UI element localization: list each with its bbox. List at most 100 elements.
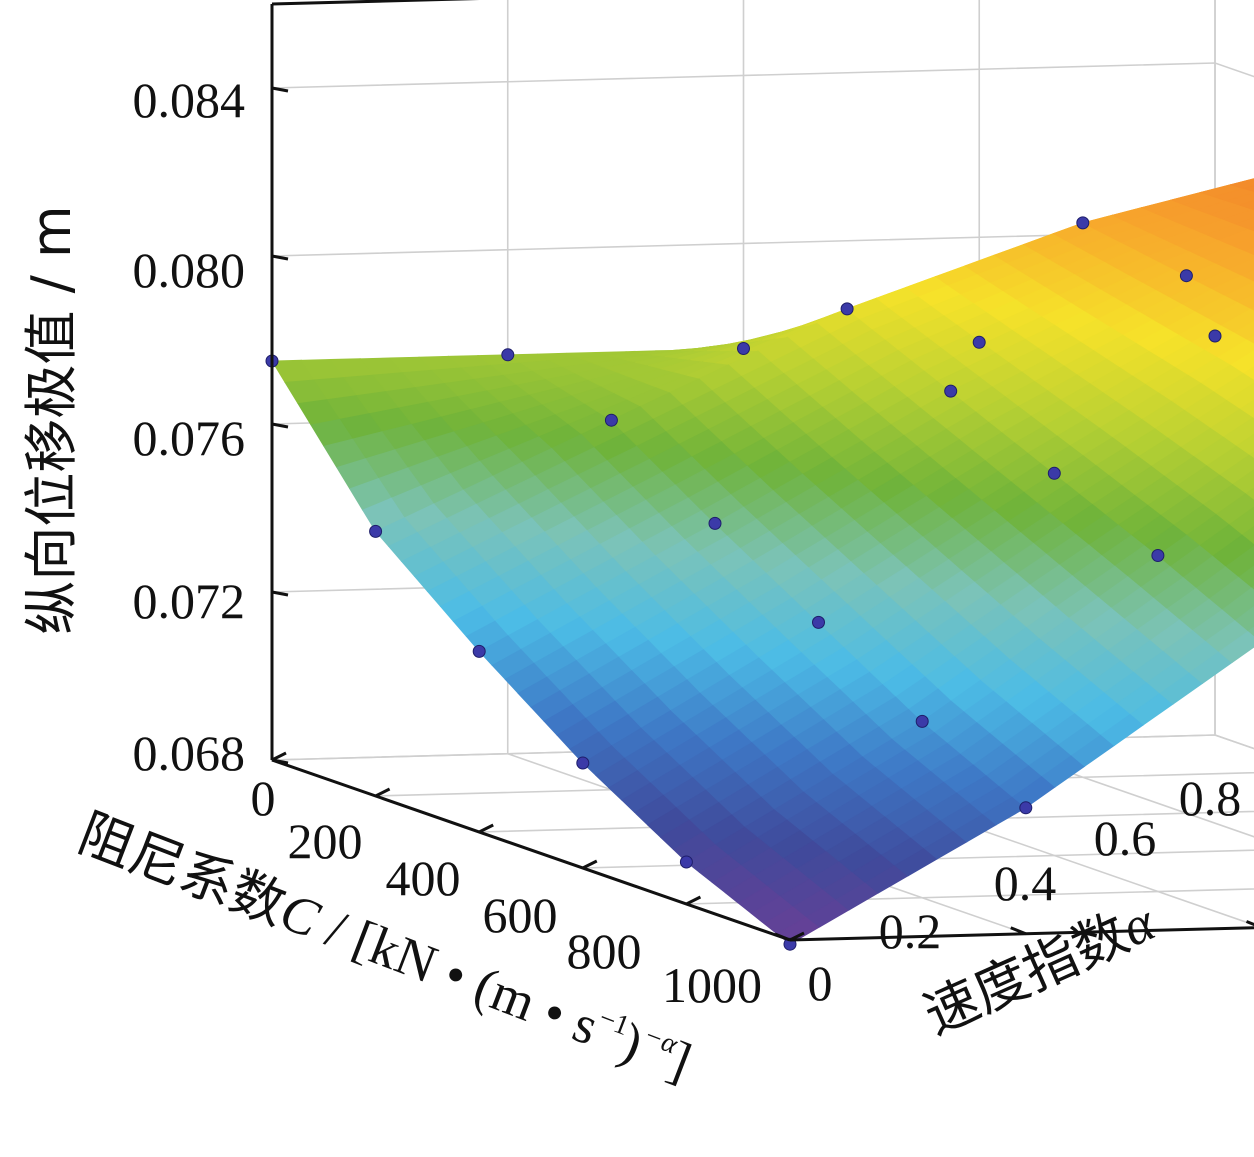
surface-patch xyxy=(1212,188,1254,202)
y-tick-mark xyxy=(1010,926,1027,936)
axis-frame xyxy=(270,0,1254,942)
surface-patch xyxy=(1211,274,1254,296)
data-point xyxy=(472,644,486,658)
x-tick-mark xyxy=(582,859,598,870)
surface-patch xyxy=(1216,492,1254,525)
surface-patch xyxy=(1238,200,1254,210)
surface-patch xyxy=(1212,534,1254,567)
x-tick-label: 800 xyxy=(567,923,642,979)
z-tick-mark xyxy=(271,422,289,429)
surface-patch xyxy=(1214,250,1254,270)
surface-patch xyxy=(1223,416,1254,447)
surface-patch xyxy=(1213,372,1254,401)
z-tick-mark xyxy=(271,254,289,261)
x-tick-label: 1000 xyxy=(662,957,762,1013)
surface-patch xyxy=(1229,506,1254,536)
surface-patch xyxy=(1218,630,1254,664)
z-tick-mark xyxy=(271,86,289,93)
surface-patch xyxy=(1234,217,1254,230)
z-tick-mark xyxy=(271,590,289,597)
data-point xyxy=(1179,269,1193,283)
x-tick-label: 600 xyxy=(483,887,558,943)
data-point xyxy=(812,615,825,629)
data-point xyxy=(604,413,618,427)
surface-patch xyxy=(1242,525,1254,545)
surface-patch xyxy=(1245,487,1254,500)
z-tick-label: 0.072 xyxy=(133,573,246,629)
data-point xyxy=(501,348,515,362)
data-point xyxy=(944,384,958,398)
surface-patch xyxy=(1225,545,1254,578)
surface-patch xyxy=(1246,335,1254,344)
x-tick-mark xyxy=(478,823,494,834)
surface-patch xyxy=(1247,226,1254,232)
data-point xyxy=(1208,329,1222,343)
data-point xyxy=(369,524,383,538)
surface-patch xyxy=(1247,626,1254,637)
z-tick-label: 0.080 xyxy=(133,242,246,298)
x-tick-label: 0 xyxy=(251,770,276,826)
surface-patch xyxy=(1239,399,1254,418)
surface-patch xyxy=(1217,339,1254,366)
surface-patch xyxy=(1243,366,1254,380)
data-point xyxy=(915,714,929,728)
z-tick-label: 0.076 xyxy=(133,410,246,466)
surface-patch xyxy=(1220,308,1254,333)
surface-patch xyxy=(1219,454,1254,485)
z-tick-label: 0.084 xyxy=(133,72,246,128)
data-point xyxy=(972,335,986,349)
x-axis-line xyxy=(271,758,791,942)
surface-patch xyxy=(1228,178,1254,189)
surface-patch xyxy=(1232,469,1254,494)
response-surface xyxy=(271,178,1254,945)
data-point xyxy=(708,516,722,530)
surface-patch xyxy=(1218,228,1254,247)
data-point xyxy=(679,855,693,869)
x-tick-labels: 0 200 400 600 800 1000 xyxy=(251,770,763,1013)
x-tick-mark xyxy=(271,751,287,762)
surface-patch xyxy=(1236,433,1254,456)
x-tick-label: 200 xyxy=(288,813,363,869)
x-tick-mark xyxy=(789,931,805,942)
data-points xyxy=(265,216,1222,951)
y-tick-mark xyxy=(1245,920,1254,927)
surface-patch xyxy=(1244,246,1254,256)
data-point xyxy=(1019,801,1033,815)
y-tick-label: 0 xyxy=(808,955,833,1011)
data-point xyxy=(1151,549,1165,562)
data-point xyxy=(1047,466,1061,480)
y-tick-label: 0.8 xyxy=(1179,770,1242,826)
y-axis-label: 速度指数α xyxy=(915,889,1165,1047)
surface-patch xyxy=(1237,293,1254,310)
z-axis-label: 纵向位移极值 / m xyxy=(20,205,83,634)
c-grid-line xyxy=(686,888,1254,905)
surface-patch xyxy=(1249,451,1254,459)
data-point xyxy=(576,756,590,770)
y-tick-labels: 0 0.2 0.4 0.6 0.8 xyxy=(808,770,1242,1011)
y-tick-label: 0.6 xyxy=(1094,810,1157,866)
data-point xyxy=(737,342,750,355)
z-tick-label: 0.068 xyxy=(133,725,246,781)
surface-patch xyxy=(1234,605,1254,632)
surface-patch xyxy=(1226,382,1254,410)
z-tick-mark xyxy=(271,758,289,765)
surface-patch xyxy=(1240,269,1254,282)
surface-patch xyxy=(1250,306,1254,311)
x-tick-label: 400 xyxy=(386,850,461,906)
surface-patch xyxy=(1241,185,1254,192)
surface-patch xyxy=(1233,320,1254,340)
surface-patch xyxy=(1225,192,1254,206)
surface-patch xyxy=(1230,350,1254,374)
x-tick-mark xyxy=(685,895,702,906)
y-tick-label: 0.2 xyxy=(879,903,942,959)
y-axis-line xyxy=(789,926,1254,942)
surface-patch xyxy=(1227,257,1254,276)
surface-patch xyxy=(1238,565,1254,589)
data-point xyxy=(1076,216,1090,230)
data-point xyxy=(840,302,854,316)
surface-patch xyxy=(1224,281,1254,303)
surface-patch xyxy=(1231,236,1254,252)
y-tick-label: 0.4 xyxy=(994,855,1057,911)
